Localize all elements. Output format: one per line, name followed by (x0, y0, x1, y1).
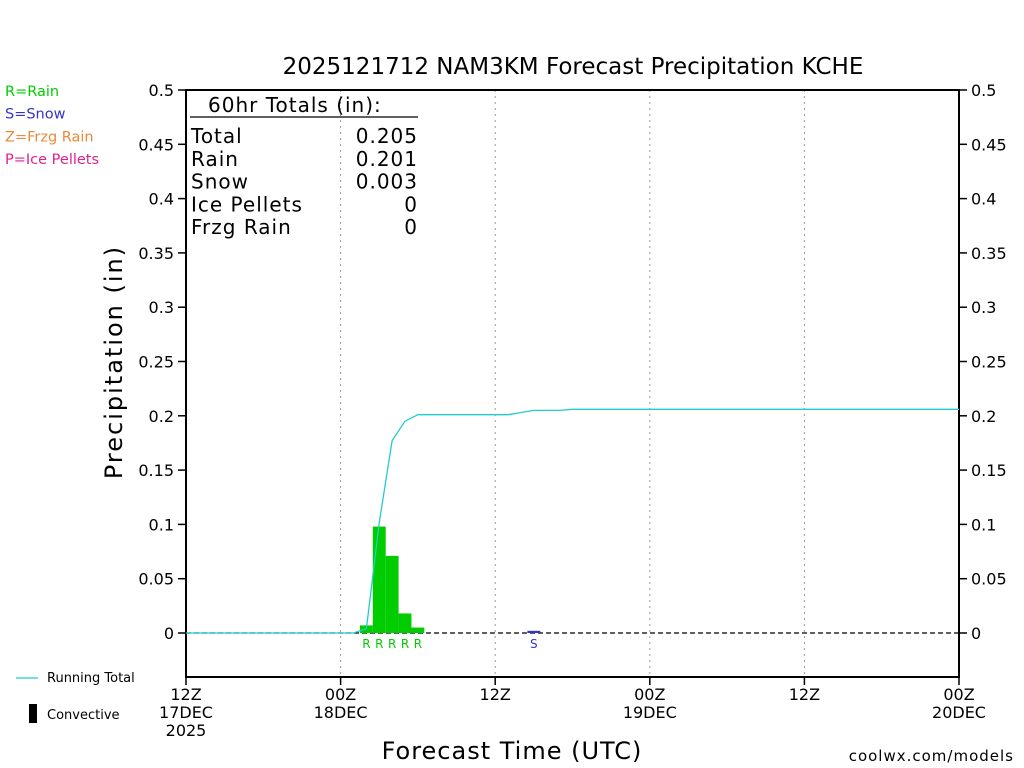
y-tick-label: 0.15 (971, 461, 1007, 480)
precip-bar (372, 526, 386, 633)
x-tick-label: 00Z (943, 685, 974, 704)
y-tick-label: 0.1 (971, 515, 996, 534)
totals-value: 0.003 (356, 170, 418, 194)
y-tick-label: 0.05 (138, 570, 174, 589)
precip-bar (385, 555, 399, 633)
legend-entry: S=Snow (5, 107, 66, 123)
running-total-line (186, 408, 959, 634)
totals-label: Snow (191, 170, 249, 194)
x-tick-label: 12Z (170, 685, 201, 704)
totals-value: 0 (404, 215, 418, 239)
x-tick-label: 2025 (166, 721, 207, 740)
totals-rows: Total 0.205 Rain 0.201 Snow 0.003 Ice Pellets 0… (190, 124, 418, 239)
precip-type-label: R (388, 637, 396, 651)
y-axis-label: Precipitation (in) (100, 245, 128, 479)
totals-label: Total (190, 124, 243, 148)
y-tick-label: 0.4 (971, 190, 996, 209)
y-tick-label: 0.5 (971, 81, 996, 100)
totals-label: Frzg Rain (191, 215, 292, 239)
x-tick-label: 19DEC (623, 703, 677, 722)
y-tick-label: 0.2 (149, 407, 174, 426)
x-tick-label: 18DEC (314, 703, 368, 722)
x-tick-label: 17DEC (159, 703, 213, 722)
x-tick-label: 12Z (480, 685, 511, 704)
x-tick-label: 20DEC (932, 703, 986, 722)
precip-bar (527, 630, 541, 633)
y-tick-label: 0.1 (149, 515, 174, 534)
precip-bars (359, 526, 541, 633)
y-tick-label: 0.3 (149, 298, 174, 317)
y-axis-left: 0 0.05 0.1 0.15 0.2 0.25 0.3 0.35 0.4 0.45 0.5 (138, 81, 186, 643)
precip-type-label: R (401, 637, 409, 651)
y-tick-label: 0.4 (149, 190, 174, 209)
y-tick-label: 0.45 (971, 135, 1007, 154)
x-axis-label: Forecast Time (UTC) (382, 737, 643, 765)
totals-value: 0.205 (356, 124, 418, 148)
plot-frame (185, 89, 960, 678)
precip-bar (411, 627, 425, 633)
precip-type-label: R (362, 637, 370, 651)
totals-value: 0.201 (356, 147, 418, 171)
y-tick-label: 0.25 (138, 353, 174, 372)
y-tick-label: 0.25 (971, 353, 1007, 372)
legend-entry: Z=Frzg Rain (5, 129, 94, 145)
y-tick-label: 0.45 (138, 135, 174, 154)
legend-entry: P=Ice Pellets (5, 152, 99, 168)
y-tick-label: 0.5 (149, 81, 174, 100)
running-total-legend-label: Running Total (47, 671, 135, 686)
x-tick-label: 12Z (789, 685, 820, 704)
y-tick-label: 0.2 (971, 407, 996, 426)
convective-swatch (29, 704, 37, 723)
totals-label: Rain (191, 147, 239, 171)
y-tick-label: 0.3 (971, 298, 996, 317)
line-legend: Running Total Convective (16, 671, 135, 723)
grid (340, 90, 805, 677)
x-tick-label: 00Z (634, 685, 665, 704)
precip-type-label: R (414, 637, 422, 651)
y-tick-label: 0 (164, 624, 174, 643)
totals-value: 0 (404, 192, 418, 216)
precip-type-label: S (530, 637, 538, 651)
y-tick-label: 0.35 (971, 244, 1007, 263)
legend-entry: R=Rain (5, 84, 59, 100)
totals-label: Ice Pellets (191, 192, 303, 216)
y-axis-right: 0 0.05 0.1 0.15 0.2 0.25 0.3 0.35 0.4 0.45 0.5 (959, 81, 1007, 643)
precip-type-label: R (375, 637, 383, 651)
totals-heading: 60hr Totals (in): (208, 93, 382, 117)
convective-legend-label: Convective (47, 708, 120, 723)
precip-type-legend: R=Rain S=Snow Z=Frzg Rain P=Ice Pellets (5, 84, 99, 168)
totals-box: 60hr Totals (in): Total 0.205 Rain 0.201 Sno… (190, 93, 418, 239)
y-tick-label: 0.35 (138, 244, 174, 263)
credit-text: coolwx.com/models (849, 747, 1014, 765)
y-tick-label: 0.15 (138, 461, 174, 480)
y-tick-label: 0.05 (971, 570, 1007, 589)
x-tick-label: 00Z (325, 685, 356, 704)
y-tick-label: 0 (971, 624, 981, 643)
chart-title: 2025121712 NAM3KM Forecast Precipitation… (283, 54, 864, 80)
precip-bar (398, 613, 412, 633)
